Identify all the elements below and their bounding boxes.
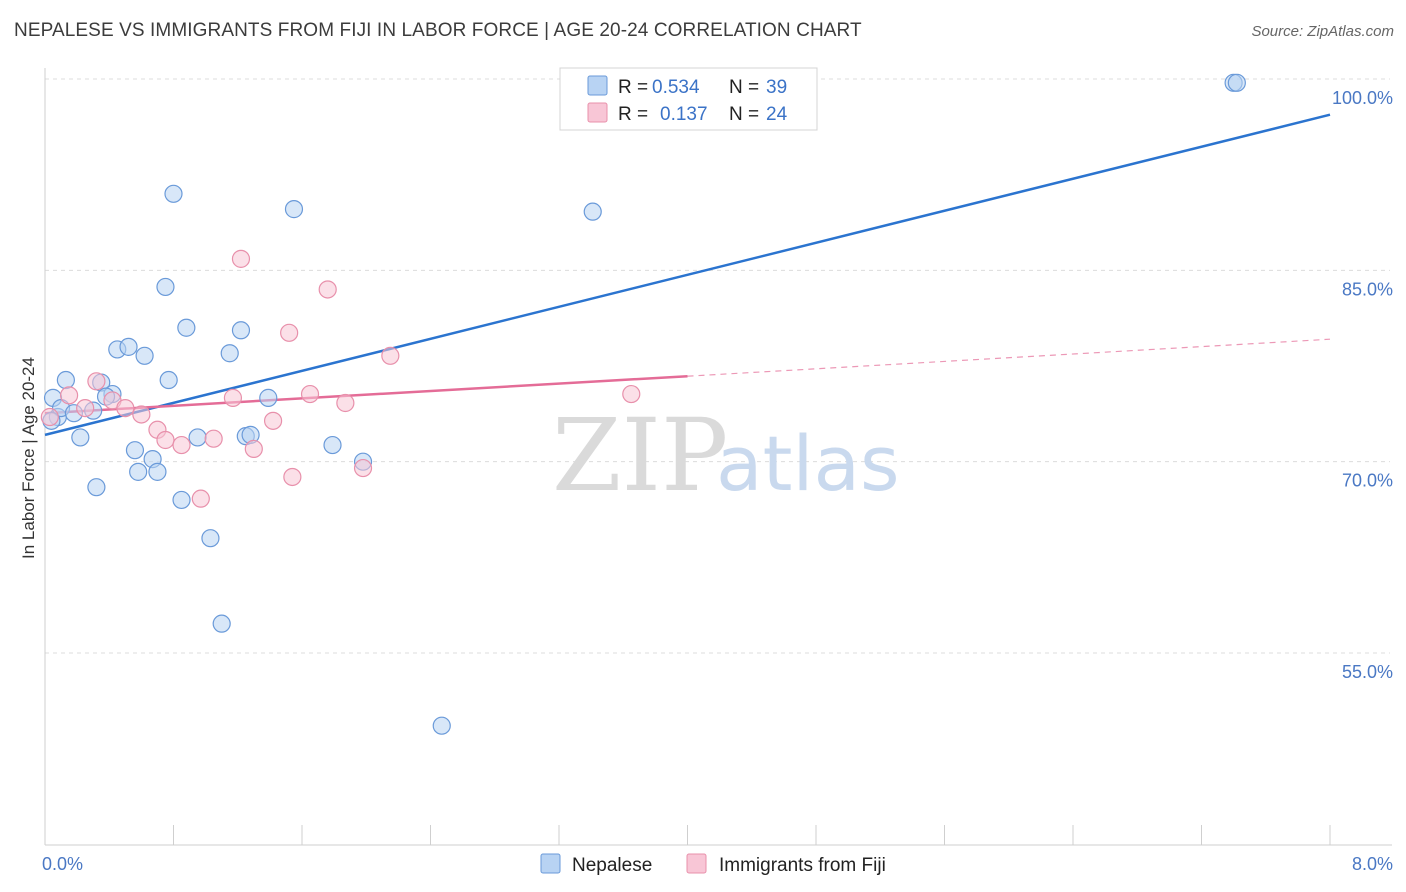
bottom-legend-label-fiji: Immigrants from Fiji (719, 855, 886, 876)
fiji-point (263, 411, 283, 430)
bottom-legend-swatch-nepalese (540, 853, 561, 874)
nepalese-trend-line (44, 113, 1331, 437)
nepalese-point (188, 428, 207, 447)
nepalese-point (148, 462, 167, 481)
fiji-point (336, 393, 355, 413)
bottom-legend-swatch-fiji (686, 853, 707, 874)
fiji-point (59, 386, 79, 405)
fiji-point (244, 439, 263, 459)
nepalese-point (71, 428, 90, 447)
fiji-point (231, 249, 251, 268)
fiji-trend-line (44, 374, 688, 415)
nepalese-point (125, 441, 145, 460)
data-points (40, 73, 1246, 735)
series-legend: Nepalese Immigrants from Fiji (540, 853, 886, 876)
legend-n-value: 39 (766, 77, 787, 98)
legend-row-fiji: R = 0.137 N = 24 (587, 102, 788, 125)
nepalese-point (159, 370, 178, 390)
nepalese-point (583, 202, 602, 221)
nepalese-point (212, 614, 231, 633)
grid-lines (45, 78, 1390, 654)
axes (44, 68, 1392, 846)
fiji-point (300, 384, 320, 404)
y-tick-label: 55.0% (1342, 662, 1393, 682)
nepalese-point (1227, 73, 1246, 92)
legend-n-value: 24 (766, 104, 788, 125)
y-tick-label: 70.0% (1342, 471, 1393, 491)
y-axis-title: In Labor Force | Age 20-24 (19, 357, 38, 559)
fiji-point (318, 280, 337, 299)
fiji-point (622, 384, 641, 404)
nepalese-point (135, 346, 154, 365)
nepalese-point (164, 184, 183, 203)
correlation-legend: R = 0.534 N = 39 R = 0.137 N = 24 (559, 67, 818, 131)
fiji-point (172, 435, 191, 455)
x-tick-labels: 0.0% 8.0% (42, 854, 1393, 874)
y-tick-label: 85.0% (1342, 279, 1393, 299)
fiji-point (381, 346, 400, 365)
fiji-point (156, 430, 175, 450)
fiji-point (283, 467, 302, 487)
fiji-point (76, 398, 95, 418)
legend-n-label: N = (729, 104, 759, 125)
nepalese-point (129, 462, 148, 481)
legend-r-value: 0.137 (660, 104, 708, 125)
fiji-point (191, 489, 210, 508)
bottom-legend-label-nepalese: Nepalese (572, 855, 652, 876)
legend-r-value: 0.534 (652, 77, 700, 98)
legend-r-label: R = (618, 77, 648, 98)
nepalese-point (172, 490, 191, 510)
nepalese-point (284, 200, 304, 219)
fiji-point (132, 405, 151, 424)
source-label: Source: ZipAtlas.com (1251, 23, 1394, 40)
fiji-point (40, 407, 59, 427)
x-tick-label: 8.0% (1352, 854, 1393, 874)
trend-lines (44, 113, 1331, 437)
y-tick-label: 100.0% (1332, 88, 1393, 108)
nepalese-point (201, 529, 220, 548)
fiji-point (280, 323, 299, 342)
nepalese-point (432, 716, 451, 735)
fiji-point (116, 398, 135, 418)
nepalese-point (87, 478, 106, 497)
y-tick-labels: 55.0% 70.0% 85.0% 100.0% (1332, 88, 1393, 682)
x-tick-label: 0.0% (42, 854, 83, 874)
legend-swatch-nepalese (587, 75, 608, 96)
chart-title: NEPALESE VS IMMIGRANTS FROM FIJI IN LABO… (14, 20, 862, 41)
fiji-point (87, 372, 106, 391)
fiji-point (223, 388, 243, 407)
watermark-atlas: atlas (716, 419, 900, 508)
legend-row-nepalese: R = 0.534 N = 39 (587, 75, 787, 98)
fiji-point (353, 458, 373, 478)
nepalese-point (231, 321, 251, 340)
nepalese-point (156, 277, 175, 297)
legend-r-label: R = (618, 104, 648, 125)
nepalese-point (220, 344, 239, 363)
nepalese-point (323, 435, 342, 455)
watermark-zip: ZIP (552, 397, 728, 514)
fiji-trend-line-extension (687, 338, 1331, 377)
nepalese-point (177, 318, 196, 337)
nepalese-point (56, 370, 75, 390)
legend-n-label: N = (729, 77, 759, 98)
nepalese-point (259, 388, 278, 407)
legend-swatch-fiji (587, 102, 608, 123)
fiji-point (204, 429, 223, 448)
nepalese-point (119, 337, 138, 356)
